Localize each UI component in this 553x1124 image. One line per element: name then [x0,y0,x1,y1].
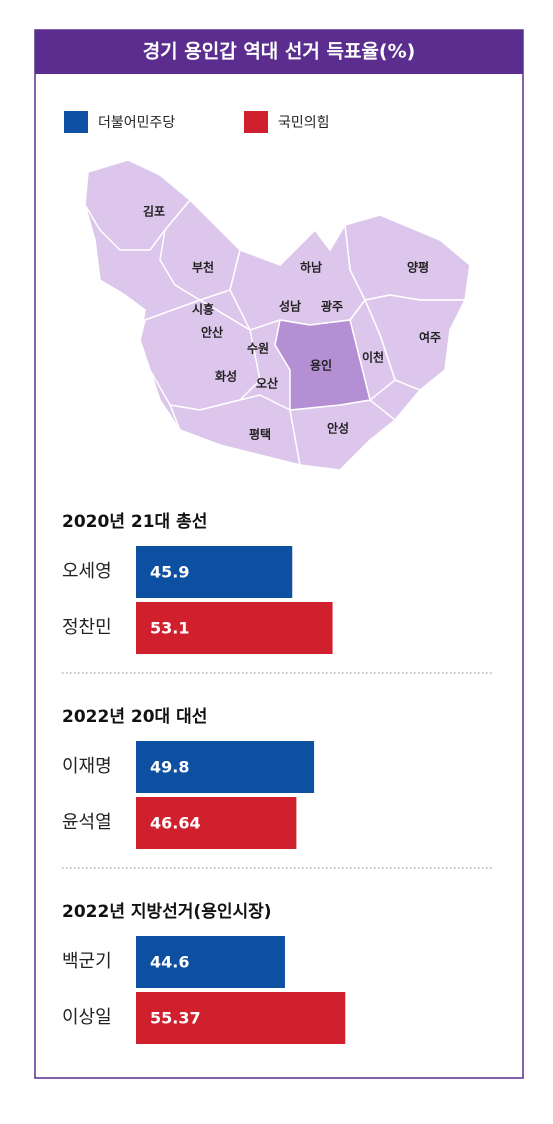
legend-label: 국민의힘 [278,115,330,131]
candidate-name: 윤석열 [62,812,112,833]
title-bar [35,30,523,74]
value-label: 46.64 [150,814,201,833]
map-label: 용인 [310,358,332,373]
bar [136,602,333,654]
map-label: 부천 [192,260,214,275]
map-label: 여주 [419,330,441,345]
map [84,159,471,471]
value-label: 55.37 [150,1009,201,1028]
map-label: 성남 [279,299,301,314]
map-label: 평택 [249,427,271,442]
map-labels: 김포 부천 하남 양평 시흥 성남 광주 안산 수원 용인 이천 여주 화성 오… [143,204,441,442]
map-label: 시흥 [192,302,214,317]
value-label: 49.8 [150,758,189,777]
legend-label: 더불어민주당 [98,115,175,131]
map-label: 이천 [362,350,384,365]
map-region [229,222,366,331]
legend-swatch [64,111,88,133]
candidate-name: 이재명 [62,756,112,777]
legend: 더불어민주당 국민의힘 [64,111,330,133]
legend-swatch [244,111,268,133]
map-label: 안산 [201,325,223,340]
value-label: 44.6 [150,953,189,972]
value-label: 45.9 [150,563,189,582]
candidate-name: 정찬민 [62,617,112,638]
map-label: 안성 [327,421,349,436]
map-label: 하남 [300,260,322,275]
map-label: 광주 [321,299,343,314]
bar [136,992,346,1044]
map-label: 화성 [215,369,237,384]
map-label: 오산 [256,376,278,391]
map-label: 양평 [407,260,429,275]
bar [136,797,297,849]
bar [136,741,315,793]
section-title: 2022년 20대 대선 [62,707,207,727]
map-label: 수원 [247,342,269,356]
bar [136,546,293,598]
candidate-name: 오세영 [62,561,112,582]
candidate-name: 백군기 [62,951,112,972]
section-title: 2020년 21대 총선 [62,512,207,532]
section-title: 2022년 지방선거(용인시장) [62,902,272,922]
map-label: 김포 [143,204,165,219]
map-region [84,159,192,251]
value-label: 53.1 [150,619,189,638]
candidate-name: 이상일 [62,1007,112,1028]
bar [136,936,285,988]
map-yongin [274,319,371,411]
title: 경기 용인갑 역대 선거 득표율(%) [143,41,416,63]
